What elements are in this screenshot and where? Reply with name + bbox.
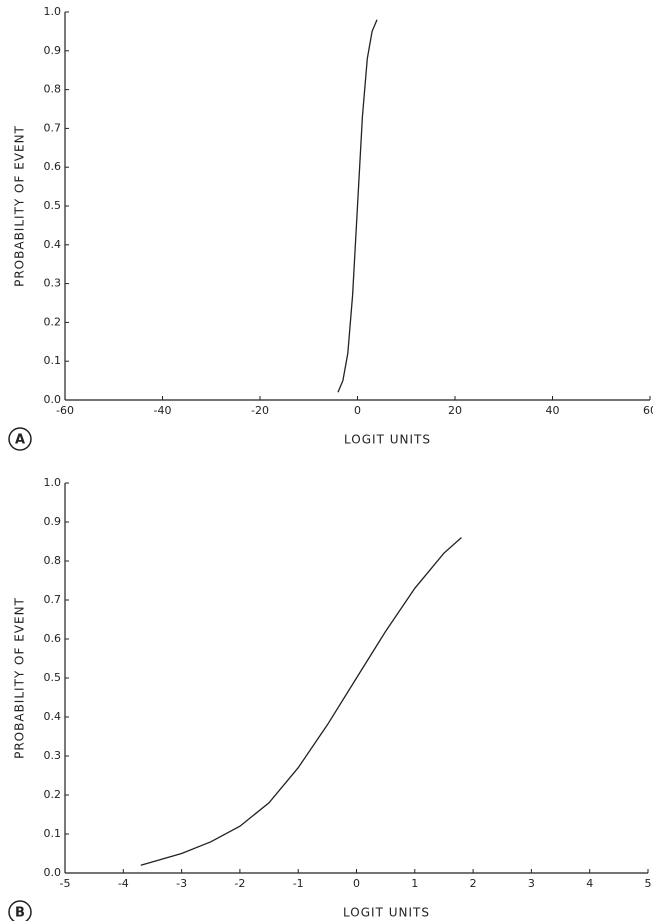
panel-badge [8, 427, 32, 451]
y-tick-label: 0.1 [44, 354, 62, 367]
panel-label: A [15, 433, 25, 448]
y-tick-label: 0.1 [44, 827, 62, 840]
y-tick-label: 0.4 [44, 710, 62, 723]
y-axis-title: PROBABILITY OF EVENT [13, 597, 27, 759]
y-tick-label: 1.0 [44, 476, 62, 489]
y-tick-label: 1.0 [44, 5, 62, 18]
x-tick-label: 1 [411, 877, 418, 890]
y-tick-label: 0.4 [44, 238, 62, 251]
x-tick-label: 60 [643, 404, 653, 417]
y-tick-label: 0.8 [44, 83, 62, 96]
y-axis-title: PROBABILITY OF EVENT [13, 125, 27, 287]
x-tick-label: -20 [251, 404, 269, 417]
y-tick-label: 0.5 [44, 199, 62, 212]
y-tick-label: 0.3 [44, 277, 62, 290]
x-tick-label: -60 [56, 404, 74, 417]
x-tick-label: -5 [60, 877, 71, 890]
y-tick-label: 0.0 [44, 393, 62, 406]
x-tick-label: 0 [353, 877, 360, 890]
x-tick-label: -4 [118, 877, 129, 890]
x-tick-label: -3 [176, 877, 187, 890]
y-tick-label: 0.7 [44, 593, 62, 606]
y-tick-label: 0.2 [44, 788, 62, 801]
y-tick-label: 0.7 [44, 121, 62, 134]
y-tick-label: 0.5 [44, 671, 62, 684]
y-tick-label: 0.6 [44, 632, 62, 645]
panel-label: B [15, 906, 25, 921]
y-tick-label: 0.3 [44, 749, 62, 762]
y-tick-label: 0.9 [44, 515, 62, 528]
x-tick-label: 5 [645, 877, 652, 890]
y-tick-label: 0.8 [44, 554, 62, 567]
y-tick-label: 0.9 [44, 44, 62, 57]
panel-badge [8, 900, 32, 921]
x-tick-label: 4 [586, 877, 593, 890]
x-tick-label: -2 [234, 877, 245, 890]
curve [140, 537, 462, 866]
curve [337, 19, 378, 393]
x-axis-title: LOGIT UNITS [343, 906, 430, 920]
y-tick-label: 0.6 [44, 160, 62, 173]
x-axis-title: LOGIT UNITS [344, 433, 431, 447]
x-tick-label: 2 [470, 877, 477, 890]
x-tick-label: 40 [546, 404, 560, 417]
x-tick-label: 20 [448, 404, 462, 417]
y-tick-label: 0.2 [44, 315, 62, 328]
x-tick-label: -40 [154, 404, 172, 417]
x-tick-label: 0 [354, 404, 361, 417]
y-tick-label: 0.0 [44, 866, 62, 879]
x-tick-label: -1 [293, 877, 304, 890]
x-tick-label: 3 [528, 877, 535, 890]
